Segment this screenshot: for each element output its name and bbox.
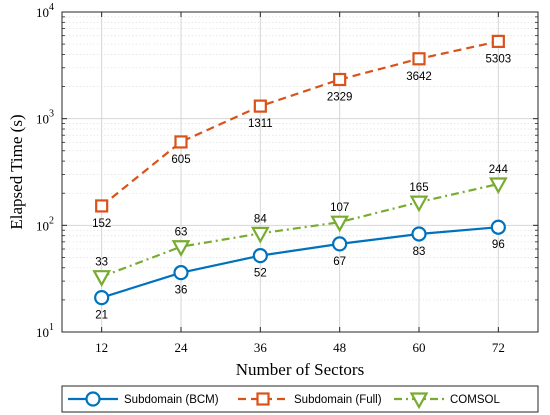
data-label: 67 bbox=[333, 256, 346, 268]
data-label: 107 bbox=[330, 202, 349, 214]
data-point bbox=[490, 219, 506, 235]
data-label: 21 bbox=[95, 310, 108, 322]
data-point bbox=[332, 236, 348, 252]
data-label: 244 bbox=[489, 164, 509, 176]
data-point bbox=[411, 226, 427, 242]
data-point bbox=[491, 34, 505, 48]
data-point bbox=[330, 215, 350, 233]
data-label: 84 bbox=[254, 213, 267, 225]
y-tick-exponent: 4 bbox=[49, 2, 54, 13]
legend-label: Subdomain (BCM) bbox=[124, 394, 219, 406]
data-label: 52 bbox=[254, 268, 267, 280]
x-tick-label: 48 bbox=[333, 340, 346, 355]
y-tick-base: 10 bbox=[36, 112, 49, 127]
data-label: 3642 bbox=[406, 71, 432, 83]
axis-ticks bbox=[62, 11, 538, 333]
series-line bbox=[101, 40, 499, 207]
data-label: 36 bbox=[175, 285, 188, 297]
data-label: 83 bbox=[413, 246, 426, 258]
series-line bbox=[101, 226, 499, 299]
data-point bbox=[171, 240, 191, 258]
data-point bbox=[95, 199, 109, 213]
data-point bbox=[174, 135, 188, 149]
y-tick-label: 104 bbox=[36, 2, 54, 20]
y-tick-label: 103 bbox=[36, 109, 54, 127]
data-label: 96 bbox=[492, 239, 505, 251]
y-tick-exponent: 3 bbox=[49, 109, 54, 120]
data-labels: 21 36 52 67 83 96 152 605 1311 2329 3642 5303 33 63 84… bbox=[92, 53, 511, 321]
plot-background bbox=[62, 12, 538, 332]
series-markers bbox=[92, 34, 508, 306]
data-point bbox=[94, 290, 110, 306]
data-point bbox=[250, 226, 270, 244]
y-tick-exponent: 1 bbox=[49, 322, 54, 333]
data-point bbox=[92, 270, 112, 287]
plot-frame bbox=[61, 11, 539, 333]
legend-marker bbox=[85, 391, 101, 407]
data-label: 33 bbox=[95, 257, 108, 269]
series-lines bbox=[101, 40, 499, 299]
x-axis-title: Number of Sectors bbox=[236, 360, 364, 379]
y-tick-base: 10 bbox=[36, 325, 49, 340]
y-tick-base: 10 bbox=[36, 5, 49, 20]
data-label: 63 bbox=[175, 227, 188, 239]
x-tick-label: 60 bbox=[413, 340, 426, 355]
x-tick-label: 12 bbox=[95, 340, 108, 355]
x-tick-label: 36 bbox=[254, 340, 268, 355]
data-label: 5303 bbox=[486, 53, 512, 65]
legend-box bbox=[61, 385, 539, 413]
x-tick-labels: 12 24 36 48 60 72 bbox=[95, 340, 505, 355]
data-label: 1311 bbox=[248, 118, 273, 130]
legend-label: Subdomain (Full) bbox=[294, 394, 382, 406]
data-label: 2329 bbox=[327, 92, 353, 104]
y-tick-label: 102 bbox=[36, 215, 54, 233]
data-point bbox=[253, 99, 267, 113]
data-point bbox=[409, 195, 429, 213]
legend-label: COMSOL bbox=[450, 394, 500, 406]
y-tick-base: 10 bbox=[36, 218, 49, 233]
data-point bbox=[333, 72, 347, 87]
legend-marker bbox=[256, 392, 270, 406]
data-point bbox=[488, 177, 508, 195]
y-axis-title: Elapsed Time (s) bbox=[7, 114, 26, 229]
legend: Subdomain (BCM) Subdomain (Full) COMSOL bbox=[61, 385, 539, 413]
data-label: 605 bbox=[171, 154, 190, 166]
legend-items: Subdomain (BCM) Subdomain (Full) COMSOL bbox=[68, 391, 500, 410]
legend-marker bbox=[409, 392, 429, 410]
y-tick-label: 101 bbox=[36, 322, 54, 340]
series-line bbox=[101, 182, 499, 278]
data-point bbox=[252, 248, 268, 264]
data-label: 165 bbox=[409, 182, 428, 194]
data-label: 152 bbox=[92, 218, 111, 230]
data-point bbox=[173, 265, 189, 281]
data-point bbox=[412, 52, 426, 66]
x-tick-label: 24 bbox=[175, 340, 189, 355]
x-tick-label: 72 bbox=[492, 340, 505, 355]
y-tick-exponent: 2 bbox=[49, 215, 54, 226]
